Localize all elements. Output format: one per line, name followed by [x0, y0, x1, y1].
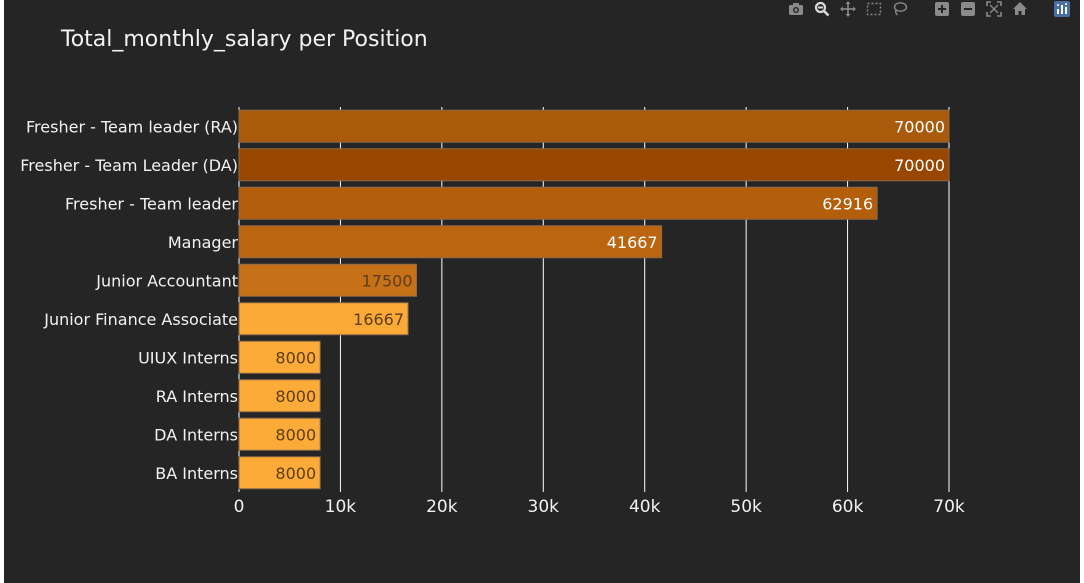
- bar-value-label: 17500: [362, 271, 413, 290]
- bar[interactable]: [238, 148, 950, 182]
- chart-title: Total_monthly_salary per Position: [61, 27, 428, 52]
- bar-value-label: 16667: [353, 310, 404, 329]
- bar[interactable]: [238, 340, 321, 374]
- bar[interactable]: [238, 186, 878, 220]
- bar[interactable]: [238, 417, 321, 451]
- bars: [238, 109, 950, 490]
- x-tick-label: 0: [234, 497, 245, 517]
- bar-value-label: 62916: [822, 194, 873, 213]
- y-category-label: Manager: [168, 233, 239, 252]
- bar-value-label: 70000: [894, 117, 945, 136]
- modebar: [786, 0, 1072, 18]
- plotly-logo-icon[interactable]: [1052, 0, 1072, 18]
- bar-value-label: 8000: [275, 425, 316, 444]
- x-tick-label: 50k: [730, 497, 762, 517]
- camera-icon[interactable]: [786, 0, 806, 18]
- y-category-label: Fresher - Team Leader (DA): [20, 156, 238, 175]
- y-category-label: BA Interns: [155, 464, 238, 483]
- bar-value-label: 8000: [275, 348, 316, 367]
- chart-panel: Total_monthly_salary per Position: [4, 0, 1080, 583]
- autoscale-icon[interactable]: [984, 0, 1004, 18]
- zoom-icon[interactable]: [812, 0, 832, 18]
- bar[interactable]: [238, 109, 950, 143]
- y-category-label: Junior Accountant: [95, 271, 238, 290]
- bar-value-label: 70000: [894, 156, 945, 175]
- bar-value-label: 8000: [275, 464, 316, 483]
- bar[interactable]: [238, 456, 321, 490]
- category-labels: Fresher - Team leader (RA) Fresher - Team…: [20, 117, 238, 483]
- x-tick-label: 60k: [832, 497, 864, 517]
- y-category-label: Fresher - Team leader: [65, 194, 238, 213]
- y-category-label: DA Interns: [154, 425, 238, 444]
- x-tick-label: 40k: [629, 497, 661, 517]
- zoom-out-icon[interactable]: [958, 0, 978, 18]
- lasso-select-icon[interactable]: [890, 0, 910, 18]
- x-tick-label: 20k: [426, 497, 458, 517]
- reset-axes-icon[interactable]: [1010, 0, 1030, 18]
- bar-value-label: 8000: [275, 387, 316, 406]
- y-category-label: Junior Finance Associate: [43, 310, 238, 329]
- bar-value-label: 41667: [607, 233, 658, 252]
- x-axis-ticks: 0 10k 20k 30k 40k 50k 60k 70k: [234, 497, 965, 517]
- zoom-in-icon[interactable]: [932, 0, 952, 18]
- value-labels: 70000 70000 62916 41667 17500 16667 8000 8000 80…: [275, 117, 945, 483]
- bar[interactable]: [238, 263, 417, 297]
- x-tick-label: 70k: [933, 497, 965, 517]
- x-tick-label: 10k: [325, 497, 357, 517]
- bar[interactable]: [238, 302, 409, 336]
- bar[interactable]: [238, 225, 663, 259]
- y-category-label: RA Interns: [156, 387, 238, 406]
- bar[interactable]: [238, 379, 321, 413]
- x-tick-label: 30k: [528, 497, 560, 517]
- y-category-label: UIUX Interns: [138, 348, 238, 367]
- pan-icon[interactable]: [838, 0, 858, 18]
- y-category-label: Fresher - Team leader (RA): [26, 117, 238, 136]
